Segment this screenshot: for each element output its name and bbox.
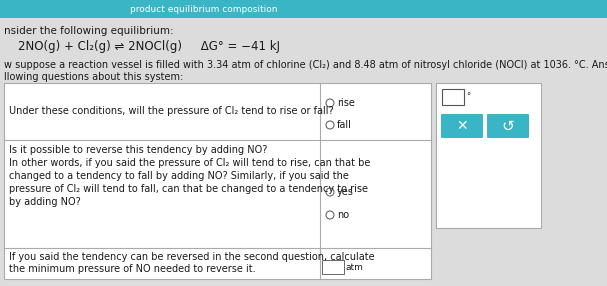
Text: by adding NO?: by adding NO? — [9, 197, 81, 207]
FancyBboxPatch shape — [487, 114, 529, 138]
FancyBboxPatch shape — [322, 260, 344, 274]
FancyBboxPatch shape — [4, 83, 431, 279]
Text: rise: rise — [337, 98, 355, 108]
Text: Under these conditions, will the pressure of Cl₂ tend to rise or fall?: Under these conditions, will the pressur… — [9, 106, 334, 116]
Text: llowing questions about this system:: llowing questions about this system: — [4, 72, 183, 82]
Text: If you said the tendency can be reversed in the second question, calculate: If you said the tendency can be reversed… — [9, 252, 375, 262]
Text: Is it possible to reverse this tendency by adding NO?: Is it possible to reverse this tendency … — [9, 145, 267, 155]
Text: In other words, if you said the pressure of Cl₂ will tend to rise, can that be: In other words, if you said the pressure… — [9, 158, 370, 168]
FancyBboxPatch shape — [442, 89, 464, 105]
Text: nsider the following equilibrium:: nsider the following equilibrium: — [4, 26, 174, 36]
Text: atm: atm — [346, 263, 364, 271]
Text: the minimum pressure of NO needed to reverse it.: the minimum pressure of NO needed to rev… — [9, 264, 256, 274]
Circle shape — [326, 121, 334, 129]
FancyBboxPatch shape — [441, 114, 483, 138]
Circle shape — [326, 188, 334, 196]
Text: ✕: ✕ — [456, 119, 468, 133]
Text: w suppose a reaction vessel is filled with 3.34 atm of chlorine (Cl₂) and 8.48 a: w suppose a reaction vessel is filled wi… — [4, 60, 607, 70]
FancyBboxPatch shape — [0, 0, 607, 18]
Text: fall: fall — [337, 120, 352, 130]
FancyBboxPatch shape — [436, 83, 541, 228]
Text: 2NO(g) + Cl₂(g) ⇌ 2NOCl(g)     ΔG° = −41 kJ: 2NO(g) + Cl₂(g) ⇌ 2NOCl(g) ΔG° = −41 kJ — [18, 40, 280, 53]
Text: ↺: ↺ — [501, 118, 514, 134]
Text: yes: yes — [337, 187, 354, 197]
Text: pressure of Cl₂ will tend to fall, can that be changed to a tendency to rise: pressure of Cl₂ will tend to fall, can t… — [9, 184, 368, 194]
Text: °: ° — [466, 92, 470, 102]
Text: no: no — [337, 210, 349, 220]
Circle shape — [326, 211, 334, 219]
Text: changed to a tendency to fall by adding NO? Similarly, if you said the: changed to a tendency to fall by adding … — [9, 171, 349, 181]
Text: product equilibrium composition: product equilibrium composition — [130, 5, 277, 13]
Circle shape — [326, 99, 334, 107]
